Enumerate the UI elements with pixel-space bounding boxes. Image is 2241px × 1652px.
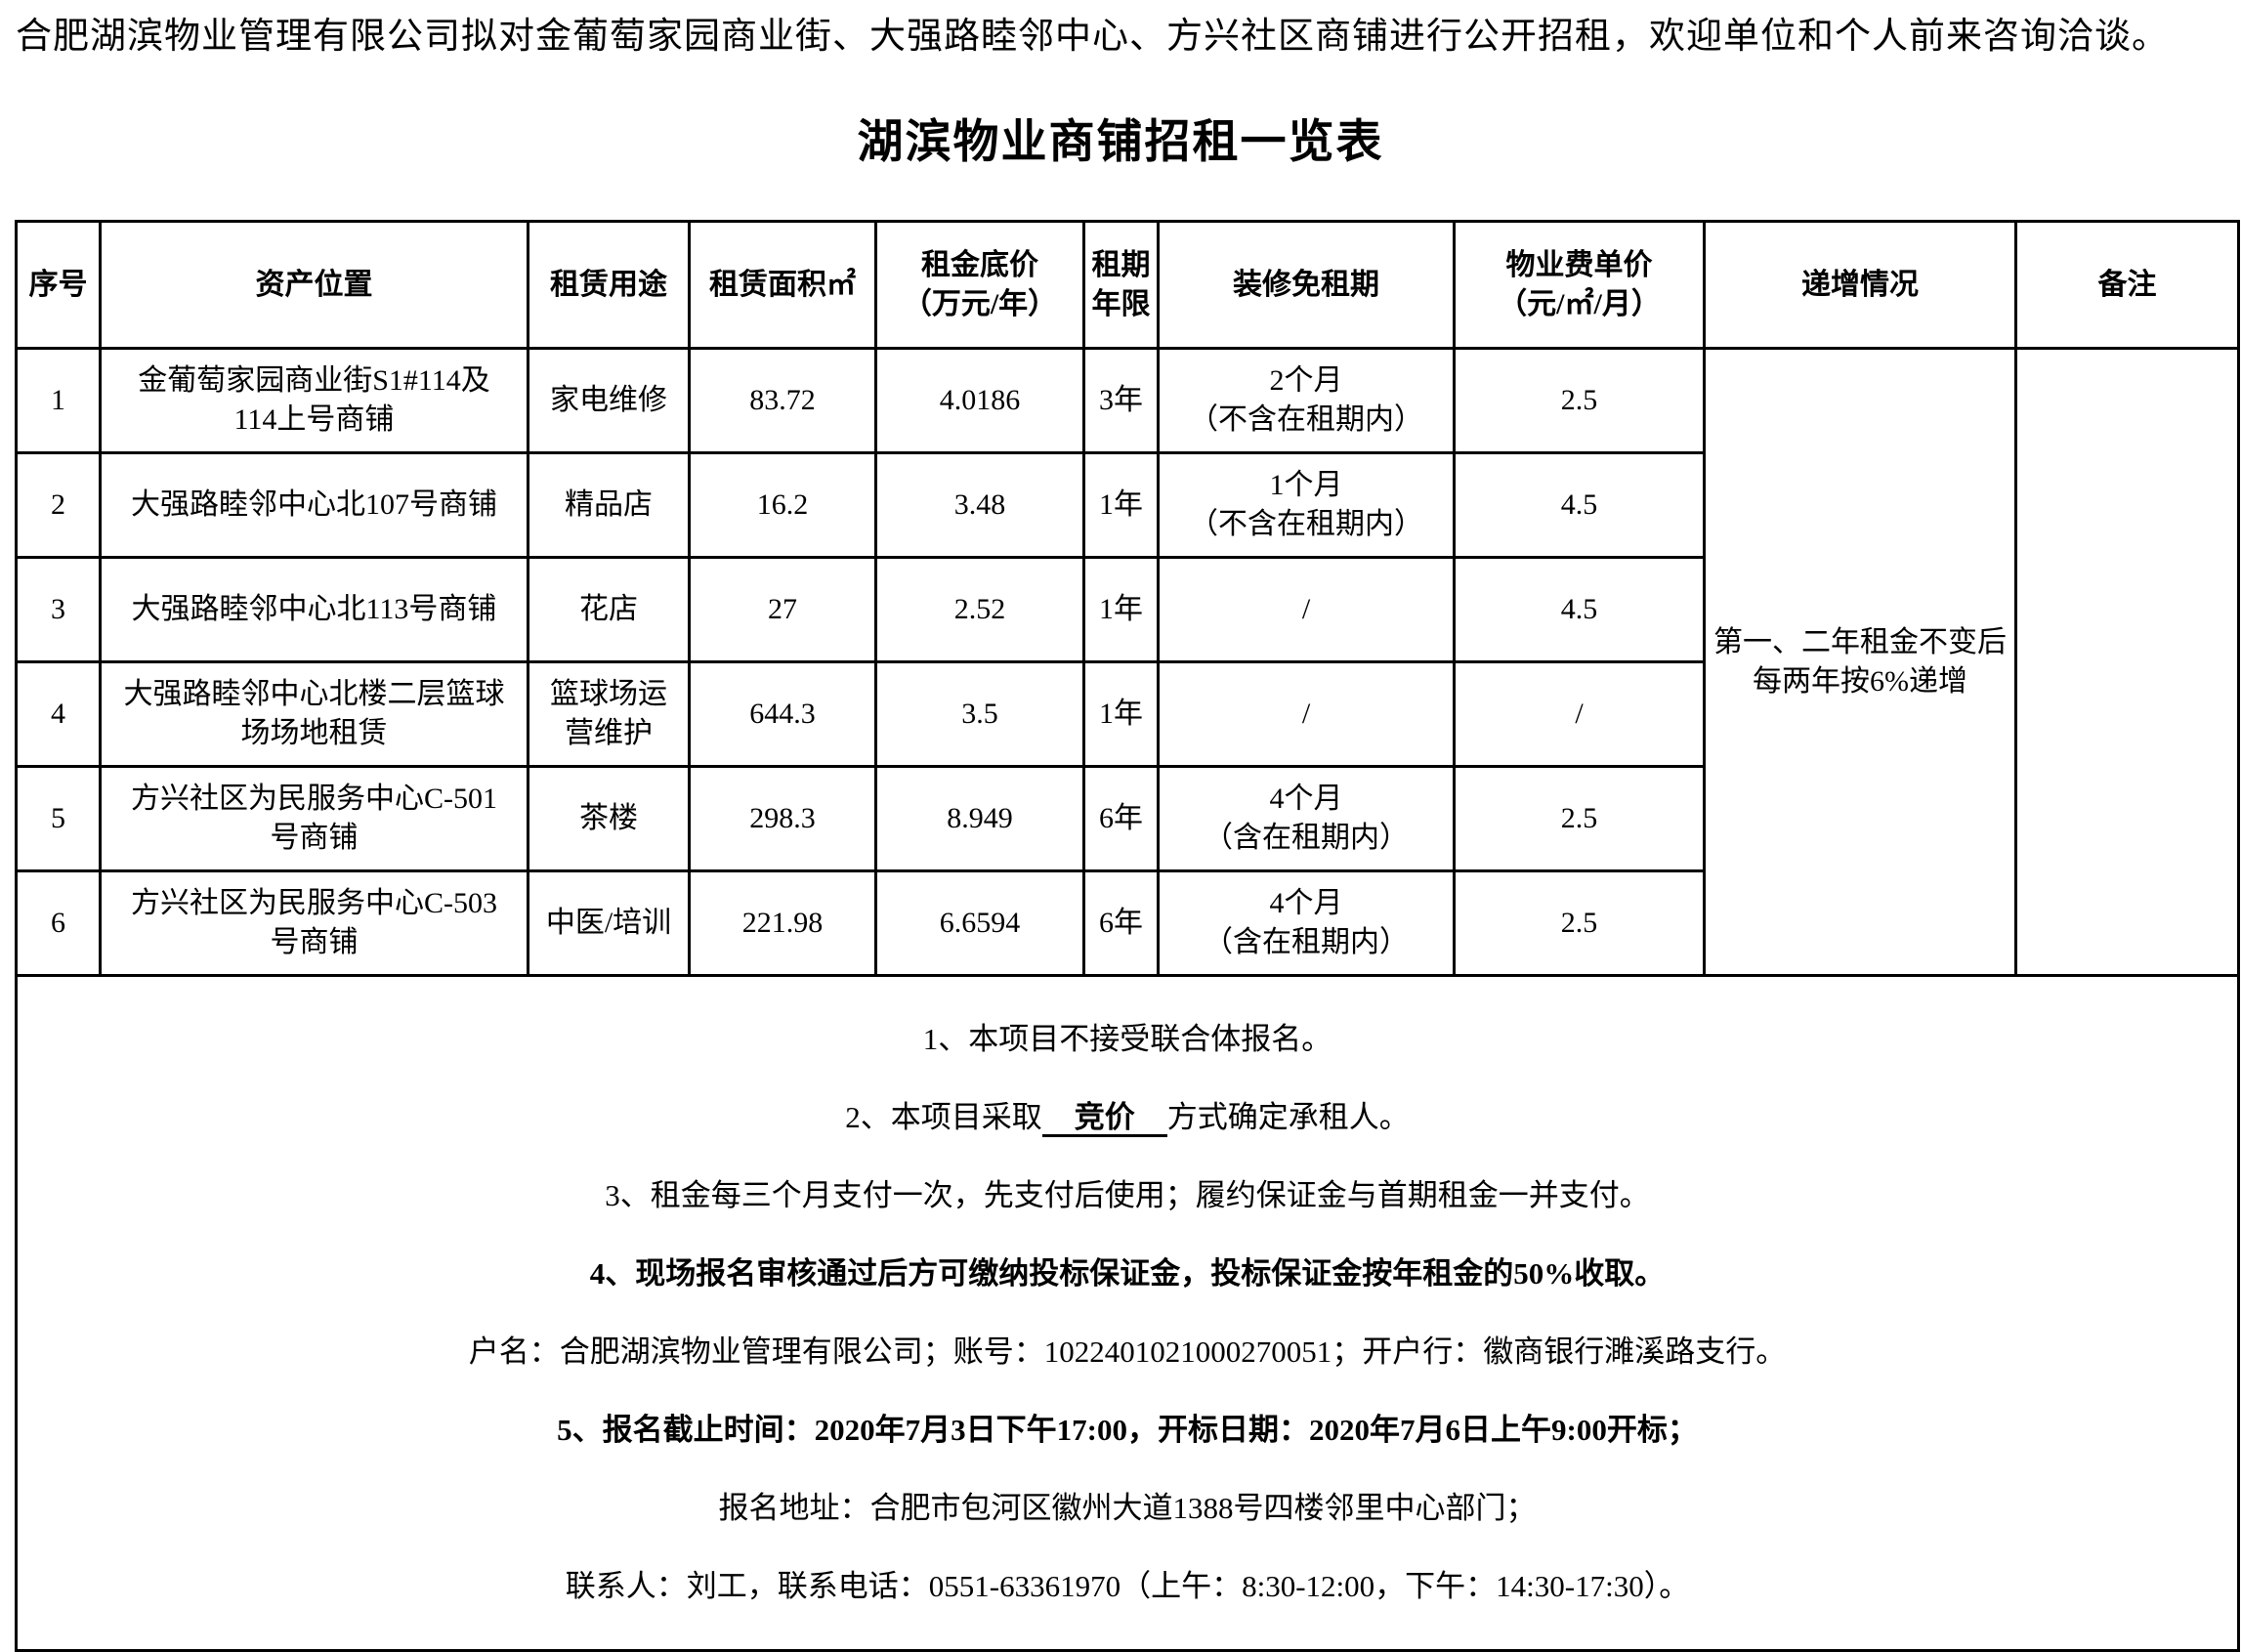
col-header-location: 资产位置 <box>99 220 529 350</box>
cell-location: 大强路睦邻中心北楼二层篮球 场场地租赁 <box>99 660 529 768</box>
cell-price: 8.949 <box>874 765 1085 872</box>
col-header-remark: 备注 <box>2014 220 2240 350</box>
col-header-property-fee: 物业费单价 （元/㎡/月） <box>1453 220 1706 350</box>
cell-rent-free: / <box>1157 660 1456 768</box>
col-header-term: 租期 年限 <box>1082 220 1160 350</box>
table-row-3: 3 大强路睦邻中心北113号商铺 花店 27 2.52 1年 / 4.5 <box>15 556 2239 663</box>
table-row-5: 5 方兴社区为民服务中心C-501 号商铺 茶楼 298.3 8.949 6年 … <box>15 765 2239 872</box>
note-contact: 联系人：刘工，联系电话：0551-63361970（上午：8:30-12:00，… <box>565 1569 1690 1603</box>
cell-rent-free: 1个月 （不含在租期内） <box>1157 451 1456 559</box>
cell-term: 1年 <box>1082 556 1160 663</box>
col-header-base-price: 租金底价 （万元/年） <box>874 220 1085 350</box>
note-1: 1、本项目不接受联合体报名。 <box>922 1022 1332 1056</box>
cell-price: 3.48 <box>874 451 1085 559</box>
cell-price: 3.5 <box>874 660 1085 768</box>
cell-rent-free: 4个月 （含在租期内） <box>1157 765 1456 872</box>
col-header-area: 租赁面积㎡ <box>688 220 877 350</box>
table-row-6: 6 方兴社区为民服务中心C-503 号商铺 中医/培训 221.98 6.659… <box>15 869 2239 977</box>
note-3: 3、租金每三个月支付一次，先支付后使用；履约保证金与首期租金一并支付。 <box>605 1178 1650 1212</box>
note-2-suffix: 方式确定承租人。 <box>1166 1100 1410 1134</box>
cell-fee: 2.5 <box>1453 869 1706 977</box>
intro-text: 合肥湖滨物业管理有限公司拟对金葡萄家园商业街、大强路睦邻中心、方兴社区商铺进行公… <box>16 17 2169 57</box>
table-row-4: 4 大强路睦邻中心北楼二层篮球 场场地租赁 篮球场运 营维护 644.3 3.5… <box>15 660 2239 768</box>
cell-rent-free: / <box>1157 556 1456 663</box>
note-5: 5、报名截止时间：2020年7月3日下午17:00，开标日期：2020年7月6日… <box>557 1413 1698 1447</box>
notes-row: 1、本项目不接受联合体报名。 2、本项目采取 竞价 方式确定承租人。 3、租金每… <box>15 974 2240 1652</box>
cell-fee: / <box>1453 660 1706 768</box>
cell-price: 6.6594 <box>874 869 1085 977</box>
cell-price: 2.52 <box>874 556 1085 663</box>
page-title: 湖滨物业商铺招租一览表 <box>857 117 1384 168</box>
cell-rent-free: 2个月 （不含在租期内） <box>1157 347 1456 454</box>
cell-location: 方兴社区为民服务中心C-503 号商铺 <box>99 869 529 977</box>
note-account: 户名：合肥湖滨物业管理有限公司；账号：1022401021000270051；开… <box>468 1334 1787 1369</box>
cell-remark <box>2014 347 2240 977</box>
rental-table: 序号 资产位置 租赁用途 租赁面积㎡ 租金底价 （万元/年） 租期 年限 装修免… <box>15 220 2240 1652</box>
cell-location: 大强路睦邻中心北113号商铺 <box>99 556 529 663</box>
cell-rent-free: 4个月 （含在租期内） <box>1157 869 1456 977</box>
table-row-2: 2 大强路睦邻中心北107号商铺 精品店 16.2 3.48 1年 1个月 （不… <box>15 451 2239 559</box>
notes-block: 1、本项目不接受联合体报名。 2、本项目采取 竞价 方式确定承租人。 3、租金每… <box>15 974 2240 1652</box>
cell-use: 中医/培训 <box>527 869 691 977</box>
cell-use: 家电维修 <box>527 347 691 454</box>
cell-seq: 1 <box>15 347 102 454</box>
cell-seq: 5 <box>15 765 102 872</box>
cell-location: 大强路睦邻中心北107号商铺 <box>99 451 529 559</box>
table-header-row: 序号 资产位置 租赁用途 租赁面积㎡ 租金底价 （万元/年） 租期 年限 装修免… <box>15 220 2240 350</box>
cell-area: 298.3 <box>688 765 877 872</box>
cell-increase-note: 第一、二年租金不变后每两年按6%递增 <box>1703 347 2017 977</box>
cell-seq: 4 <box>15 660 102 768</box>
col-header-use: 租赁用途 <box>527 220 691 350</box>
note-2: 2、本项目采取 竞价 方式确定承租人。 <box>23 1098 2231 1137</box>
cell-fee: 2.5 <box>1453 347 1706 454</box>
cell-location: 方兴社区为民服务中心C-501 号商铺 <box>99 765 529 872</box>
cell-term: 6年 <box>1082 869 1160 977</box>
note-address: 报名地址：合肥市包河区徽州大道1388号四楼邻里中心部门； <box>718 1491 1537 1525</box>
cell-fee: 4.5 <box>1453 556 1706 663</box>
cell-area: 221.98 <box>688 869 877 977</box>
cell-use: 茶楼 <box>527 765 691 872</box>
cell-area: 644.3 <box>688 660 877 768</box>
cell-use: 精品店 <box>527 451 691 559</box>
note-2-prefix: 2、本项目采取 <box>845 1100 1042 1134</box>
cell-term: 3年 <box>1082 347 1160 454</box>
cell-price: 4.0186 <box>874 347 1085 454</box>
cell-fee: 4.5 <box>1453 451 1706 559</box>
cell-seq: 3 <box>15 556 102 663</box>
cell-seq: 2 <box>15 451 102 559</box>
cell-use: 篮球场运 营维护 <box>527 660 691 768</box>
cell-location: 金葡萄家园商业街S1#114及 114上号商铺 <box>99 347 529 454</box>
cell-area: 83.72 <box>688 347 877 454</box>
cell-fee: 2.5 <box>1453 765 1706 872</box>
cell-use: 花店 <box>527 556 691 663</box>
cell-area: 27 <box>688 556 877 663</box>
cell-term: 6年 <box>1082 765 1160 872</box>
note-4: 4、现场报名审核通过后方可缴纳投标保证金，投标保证金按年租金的50%收取。 <box>589 1256 1666 1291</box>
table-row-1: 1 金葡萄家园商业街S1#114及 114上号商铺 家电维修 83.72 4.0… <box>15 347 2240 977</box>
col-header-rent-free: 装修免租期 <box>1157 220 1456 350</box>
col-header-seq: 序号 <box>15 220 102 350</box>
cell-area: 16.2 <box>688 451 877 559</box>
cell-seq: 6 <box>15 869 102 977</box>
note-2-method: 竞价 <box>1041 1100 1167 1137</box>
cell-term: 1年 <box>1082 451 1160 559</box>
col-header-increase: 递增情况 <box>1703 220 2017 350</box>
cell-term: 1年 <box>1082 660 1160 768</box>
